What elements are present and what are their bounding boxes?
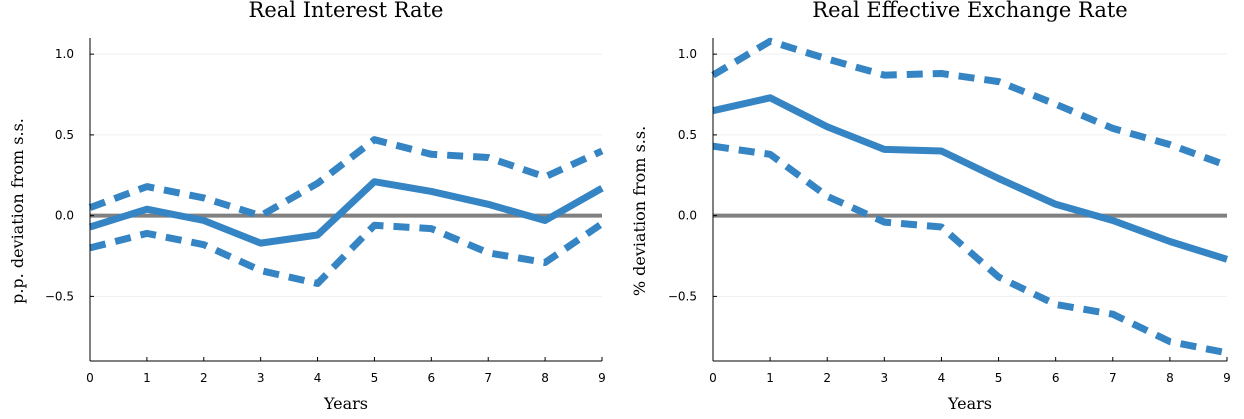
x-tick-label: 4 <box>938 371 946 385</box>
x-ticks: 0 1 2 3 4 5 6 7 8 9 <box>709 357 1231 385</box>
y-ticks: −0.5 0.0 0.5 1.0 <box>668 47 717 303</box>
y-tick-label: −0.5 <box>45 289 74 303</box>
y-tick-label: −0.5 <box>668 289 697 303</box>
chart-panel-real-effective-exchange-rate: Real Effective Exchange Rate Years % dev… <box>630 0 1231 413</box>
y-ticks: −0.5 0.0 0.5 1.0 <box>45 47 94 303</box>
x-tick-label: 1 <box>143 371 151 385</box>
y-tick-label: 0.5 <box>55 128 74 142</box>
chart-title: Real Interest Rate <box>249 0 444 22</box>
x-tick-label: 4 <box>314 371 322 385</box>
x-tick-label: 3 <box>881 371 889 385</box>
x-ticks: 0 1 2 3 4 5 6 7 8 9 <box>86 357 606 385</box>
x-tick-label: 3 <box>257 371 265 385</box>
x-tick-label: 7 <box>484 371 492 385</box>
x-tick-label: 2 <box>823 371 831 385</box>
axes <box>89 38 602 362</box>
series-line-confidence-band <box>89 220 604 287</box>
y-tick-label: 1.0 <box>678 47 697 61</box>
y-axis-label: p.p. deviation from s.s. <box>8 118 27 304</box>
y-axis-label: % deviation from s.s. <box>630 126 649 296</box>
x-tick-label: 8 <box>541 371 549 385</box>
x-tick-label: 0 <box>86 371 94 385</box>
x-tick-label: 9 <box>598 371 606 385</box>
x-tick-label: 8 <box>1166 371 1174 385</box>
y-tick-label: 0.5 <box>678 128 697 142</box>
grid <box>713 53 1227 297</box>
chart-title: Real Effective Exchange Rate <box>812 0 1127 22</box>
x-tick-label: 7 <box>1109 371 1117 385</box>
x-tick-label: 5 <box>995 371 1003 385</box>
x-tick-label: 9 <box>1223 371 1231 385</box>
series-group <box>711 37 1229 357</box>
x-tick-label: 6 <box>428 371 436 385</box>
x-tick-label: 5 <box>371 371 379 385</box>
axes <box>712 38 1227 362</box>
y-tick-label: 0.0 <box>55 209 74 223</box>
chart-panel-real-interest-rate: Real Interest Rate Years p.p. deviation … <box>8 0 606 413</box>
series-line-confidence-band <box>712 142 1228 357</box>
series-line-estimate <box>88 178 604 247</box>
series-line-confidence-band <box>711 37 1229 169</box>
y-tick-label: 0.0 <box>678 209 697 223</box>
x-tick-label: 1 <box>766 371 774 385</box>
x-axis-label: Years <box>323 394 368 413</box>
x-tick-label: 2 <box>200 371 208 385</box>
y-tick-label: 1.0 <box>55 47 74 61</box>
series-line-estimate <box>712 94 1229 263</box>
x-axis-label: Years <box>947 394 992 413</box>
x-tick-label: 0 <box>709 371 717 385</box>
series-group <box>88 136 604 287</box>
x-tick-label: 6 <box>1052 371 1060 385</box>
series-line-confidence-band <box>88 136 604 220</box>
